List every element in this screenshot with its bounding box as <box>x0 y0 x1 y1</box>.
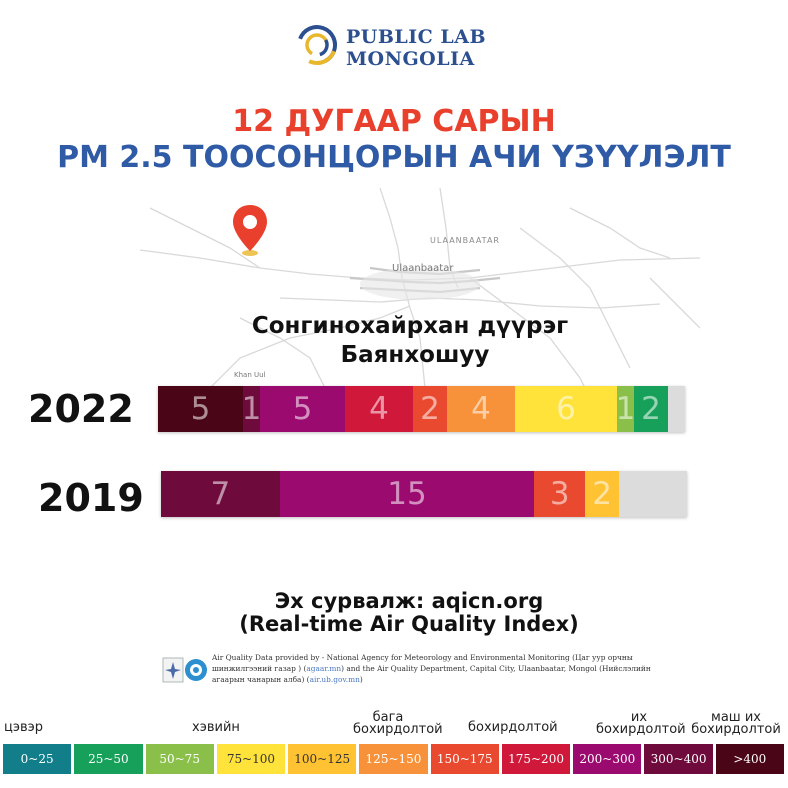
scale-label-extremely-polluted: маш их бохирдолтой <box>691 710 781 737</box>
attribution-text-b: ) and the Air Quality Department, Capita… <box>212 664 651 684</box>
bar-segment-2019-no-data <box>619 471 687 517</box>
scale-label-slightly-polluted: бага бохирдолтой <box>353 710 443 737</box>
scale-label-clean: цэвэр <box>4 720 44 735</box>
page-title-line2: PM 2.5 ТООСОНЦОРЫН АЧИ ҮЗҮҮЛЭЛТ <box>57 140 731 175</box>
logo-text-line1: PUBLIC LAB <box>346 26 487 48</box>
agaar-link[interactable]: agaar.mn <box>306 664 342 673</box>
map-background <box>140 188 700 398</box>
scale-box-200-300: 200~300 <box>573 744 642 774</box>
scale-box-175-200: 175~200 <box>501 744 571 774</box>
data-attribution: Air Quality Data provided by - National … <box>212 652 664 685</box>
map-label-ulaanbaatar: Ulaanbaatar <box>392 263 454 274</box>
bar-segment-2019-150-175: 3 <box>534 471 586 517</box>
scale-label-polluted: бохирдолтой <box>468 720 558 735</box>
scale-box-75-100: 75~100 <box>216 744 286 774</box>
bar-segment-2022-75-100: 6 <box>515 386 617 432</box>
source-description: (Real-time Air Quality Index) <box>239 612 579 636</box>
map-label-ulaanbaatar-caps: ULAANBAATAR <box>430 236 500 245</box>
stacked-bar-2019: 7 15 3 2 <box>161 471 687 517</box>
bar-segment-2019-200-300: 15 <box>279 471 535 517</box>
bar-segment-2022-150-175: 2 <box>413 386 447 432</box>
scale-box-300-400: 300~400 <box>644 744 713 774</box>
bar-segment-2022--400: 5 <box>158 386 243 432</box>
public-lab-logo: PUBLIC LAB MONGOLIA <box>296 20 496 76</box>
bar-segment-2019-100-125: 2 <box>585 471 620 517</box>
scale-box-50-75: 50~75 <box>145 744 214 774</box>
year-label-2019: 2019 <box>38 476 144 520</box>
agency-logos-icon <box>162 657 207 683</box>
logo-text-line2: MONGOLIA <box>346 48 475 70</box>
source-label: Эх сурвалж: aqicn.org <box>274 589 544 613</box>
map-label-khan-uul: Khan Uul <box>234 371 266 379</box>
bar-segment-2022-125-150: 4 <box>447 386 515 432</box>
aqi-color-scale: 0~25 25~50 50~75 75~100 100~125 125~150 150~17… <box>0 744 788 774</box>
scale-label-normal: хэвийн <box>192 720 240 735</box>
scale-box-25-50: 25~50 <box>74 744 143 774</box>
public-lab-logo-icon <box>297 25 337 65</box>
location-pin-icon <box>233 205 267 256</box>
scale-box-150-175: 150~175 <box>430 744 499 774</box>
bar-segment-2022-50-75: 1 <box>616 386 635 432</box>
scale-box-0-25: 0~25 <box>3 744 72 774</box>
scale-box-125-150: 125~150 <box>359 744 428 774</box>
attribution-text-a: Air Quality Data provided by - National … <box>212 653 633 673</box>
scale-label-very-polluted: их бохирдолтой <box>596 710 686 737</box>
attribution-text-c: ) <box>359 675 363 684</box>
air-ub-link[interactable]: air.ub.gov.mn <box>309 675 360 684</box>
scale-box--400: >400 <box>715 744 784 774</box>
page-title-line1: 12 ДУГААР САРЫН <box>232 104 556 139</box>
bar-segment-2022-25-50: 2 <box>634 386 668 432</box>
scale-box-100-125: 100~125 <box>288 744 357 774</box>
bar-segment-2019-300-400: 7 <box>161 471 280 517</box>
district-name: Сонгинохайрхан дүүрэг <box>251 313 569 339</box>
bar-segment-2022-200-300: 5 <box>260 386 345 432</box>
year-label-2022: 2022 <box>28 387 134 431</box>
subdistrict-name: Баянхошуу <box>340 342 490 368</box>
bar-segment-2022-175-200: 4 <box>345 386 413 432</box>
bar-segment-2022-300-400: 1 <box>242 386 261 432</box>
bar-segment-2022-no-data <box>668 386 685 432</box>
